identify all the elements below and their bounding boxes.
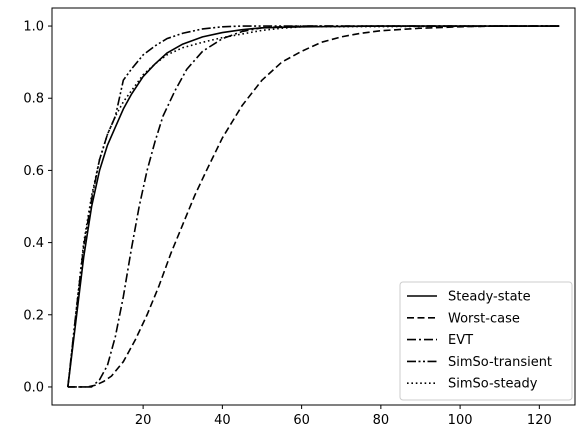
legend-label: SimSo-steady — [448, 377, 538, 392]
series-line-evt — [67, 25, 560, 388]
legend-label: Worst-case — [448, 311, 520, 326]
y-tick-label: 0.8 — [23, 92, 44, 107]
series-line-worst-case — [67, 25, 560, 388]
y-tick-label: 0.2 — [23, 308, 44, 323]
legend-label: SimSo-transient — [448, 355, 552, 370]
legend-item: SimSo-steady — [407, 377, 538, 392]
x-tick-label: 60 — [293, 413, 310, 428]
series-line-simso-steady — [67, 25, 560, 388]
x-tick-label: 80 — [373, 413, 390, 428]
legend-item: Steady-state — [407, 290, 531, 305]
legend-box — [399, 281, 573, 401]
y-tick-label: 0.6 — [23, 164, 44, 179]
legend-label: EVT — [448, 333, 473, 348]
y-tick-label: 1.0 — [23, 20, 44, 35]
series-layer — [67, 25, 560, 388]
legend: Steady-state Worst-case EVT SimSo-transient… — [399, 281, 573, 401]
legend-item: EVT — [407, 333, 473, 348]
y-tick-label: 0.0 — [23, 380, 44, 395]
axis-ticks: 20 40 60 80 100 120 0.0 0.2 0.4 0.6 0.8 1.0 — [23, 20, 551, 428]
x-tick-label: 20 — [135, 413, 152, 428]
legend-label: Steady-state — [448, 290, 531, 305]
legend-item: Worst-case — [407, 311, 520, 326]
x-tick-label: 40 — [214, 413, 231, 428]
x-tick-label: 120 — [527, 413, 552, 428]
x-tick-label: 100 — [448, 413, 473, 428]
plot-frame — [51, 7, 576, 406]
y-tick-label: 0.4 — [23, 236, 44, 251]
legend-item: SimSo-transient — [407, 355, 552, 370]
